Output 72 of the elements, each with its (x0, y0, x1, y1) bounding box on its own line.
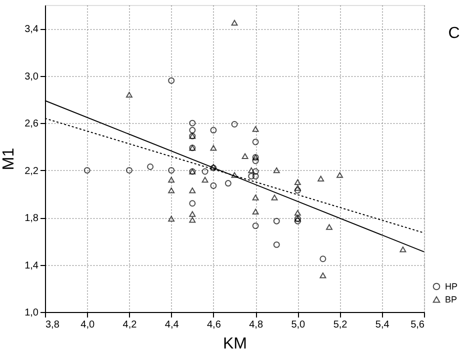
point (326, 224, 332, 230)
point (168, 167, 175, 174)
y-tick-label: 2,6 (24, 118, 39, 130)
point (210, 145, 217, 151)
point (248, 172, 255, 180)
point (168, 216, 175, 222)
point (271, 194, 278, 200)
point (252, 138, 259, 146)
point (189, 200, 196, 207)
point (242, 153, 248, 160)
point (189, 120, 196, 126)
y-tick-label: 1,8 (24, 213, 39, 224)
point (231, 121, 238, 128)
point (189, 126, 196, 134)
y-axis-title: M1 (0, 148, 18, 170)
point (189, 211, 196, 217)
x-tick-label: 5,6 (410, 320, 425, 330)
point (273, 218, 280, 224)
point (210, 182, 217, 189)
x-tick-label: 4,8 (249, 320, 264, 330)
point (252, 158, 259, 164)
point (294, 185, 301, 191)
point (202, 168, 208, 175)
point (189, 217, 196, 223)
point (252, 208, 259, 215)
point (273, 167, 280, 174)
point (231, 20, 238, 26)
point (202, 176, 208, 183)
point (248, 167, 255, 174)
point (294, 218, 301, 224)
point (168, 188, 175, 194)
x-tick-label: 4,4 (164, 320, 180, 330)
point (400, 246, 406, 252)
x-tick-label: 5,2 (333, 320, 348, 330)
point (147, 164, 154, 170)
point (294, 187, 301, 194)
point (320, 272, 326, 278)
point (189, 188, 196, 194)
point (126, 92, 132, 98)
x-tick-label: 3,8 (46, 320, 60, 330)
legend-label: HP (445, 282, 458, 292)
x-tick-label: 4,6 (206, 320, 222, 330)
text: C (448, 25, 460, 42)
y-tick-label: 2,2 (24, 166, 39, 177)
point (84, 167, 90, 174)
point (231, 172, 238, 178)
point (168, 77, 175, 84)
point (294, 179, 301, 185)
point (210, 126, 217, 134)
y-tick-label: 3,4 (24, 24, 39, 36)
y-tick-label: 1,4 (24, 260, 39, 272)
x-tick-label: 5,4 (375, 320, 390, 330)
point (252, 168, 259, 175)
y-tick-label: 1,0 (24, 308, 39, 318)
x-tick-label: 4,0 (80, 320, 95, 330)
x-axis-title: KM (223, 336, 247, 352)
point (252, 194, 259, 200)
point (252, 126, 259, 132)
point (273, 241, 280, 248)
point (294, 210, 301, 216)
point (252, 222, 259, 230)
point (320, 256, 326, 262)
point (336, 172, 344, 178)
y-tick-label: 3,0 (24, 71, 39, 82)
point (168, 176, 175, 183)
point (318, 176, 324, 182)
legend-label: BP (445, 294, 458, 304)
x-tick-label: 4,2 (122, 320, 138, 330)
point (224, 180, 232, 187)
point (252, 172, 259, 180)
x-tick-label: 5,0 (291, 320, 306, 330)
point (126, 167, 132, 174)
